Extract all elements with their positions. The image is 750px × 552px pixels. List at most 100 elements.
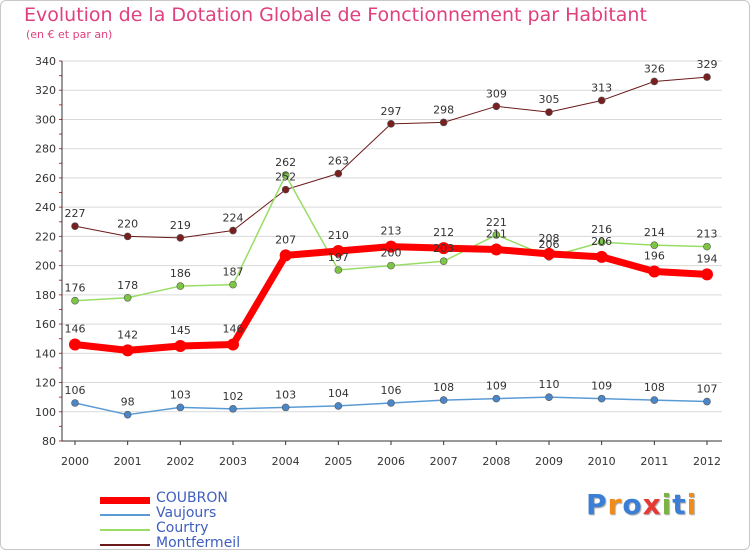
data-label-coubron: 210 (328, 229, 349, 242)
data-point-montfermeil (703, 73, 711, 81)
data-point-coubron (332, 245, 345, 257)
data-point-vaujours (334, 402, 343, 410)
data-label-coubron: 146 (223, 323, 244, 336)
y-tick-label: 140 (35, 347, 56, 360)
x-tick-label: 2004 (272, 455, 300, 468)
data-point-vaujours (545, 393, 553, 401)
data-label-coubron: 142 (117, 328, 138, 341)
data-point-montfermeil (123, 232, 132, 241)
data-label-montfermeil: 309 (486, 87, 507, 100)
data-label-coubron: 208 (539, 232, 560, 245)
data-label-montfermeil: 298 (433, 103, 454, 116)
proxiti-logo: Proxiti (586, 488, 697, 521)
data-point-courtry (229, 280, 237, 289)
data-label-coubron: 206 (591, 235, 612, 248)
x-tick-label: 2005 (324, 455, 352, 468)
y-tick-label: 160 (35, 318, 56, 331)
legend-label: Montfermeil (156, 535, 241, 551)
data-label-courtry: 206 (539, 238, 560, 251)
data-point-vaujours (597, 394, 606, 403)
data-label-montfermeil: 305 (539, 93, 560, 106)
data-point-coubron (279, 249, 292, 262)
data-label-vaujours: 103 (170, 388, 191, 401)
data-label-coubron: 213 (381, 225, 402, 238)
x-tick-label: 2000 (61, 455, 89, 468)
legend-label: Courtry (156, 520, 209, 536)
data-label-courtry: 203 (433, 242, 454, 255)
data-label-courtry: 200 (381, 247, 402, 260)
data-label-courtry: 221 (486, 216, 507, 229)
data-label-vaujours: 106 (381, 384, 402, 397)
data-point-courtry (387, 261, 395, 270)
data-point-courtry (176, 282, 185, 290)
data-label-montfermeil: 227 (65, 207, 86, 220)
data-point-coubron (490, 243, 503, 256)
data-point-coubron (437, 242, 450, 255)
data-label-coubron: 207 (275, 233, 296, 246)
chart-title: Evolution de la Dotation Globale de Fonc… (24, 4, 647, 26)
data-point-coubron (121, 344, 134, 357)
data-point-vaujours (281, 403, 290, 412)
data-labels: 227 220 219 224 252 263 297 298 309 305 313 326 329 1… (65, 58, 718, 409)
logo-letter: i (686, 488, 698, 521)
data-label-courtry: 216 (591, 223, 612, 236)
legend-swatch (100, 544, 150, 546)
logo-letter: t (672, 488, 687, 521)
data-point-vaujours (703, 397, 711, 406)
x-tick-label: 2009 (535, 455, 563, 468)
logo-letter: P (586, 488, 608, 521)
data-point-courtry (650, 241, 659, 249)
y-tick-label: 80 (42, 435, 56, 448)
data-label-vaujours: 108 (433, 381, 454, 394)
y-tick-label: 300 (35, 113, 56, 126)
data-point-coubron (701, 268, 713, 281)
legend-label: Vaujours (156, 505, 217, 521)
data-point-vaujours (123, 410, 132, 419)
data-label-courtry: 186 (170, 267, 191, 280)
data-point-courtry (703, 242, 711, 251)
series-lines (69, 73, 713, 419)
data-point-courtry (492, 231, 501, 239)
y-tick-label: 340 (35, 55, 56, 68)
data-label-coubron: 145 (170, 324, 191, 337)
x-tick-label: 2008 (482, 455, 510, 468)
data-label-montfermeil: 313 (591, 81, 612, 94)
data-label-montfermeil: 224 (223, 212, 244, 225)
y-tick-label: 260 (35, 172, 56, 185)
data-label-courtry: 178 (117, 279, 138, 292)
data-label-vaujours: 98 (121, 396, 135, 409)
data-point-montfermeil (176, 234, 185, 242)
data-label-vaujours: 108 (644, 381, 665, 394)
data-point-vaujours (439, 396, 448, 404)
data-label-vaujours: 102 (223, 390, 244, 403)
data-label-courtry: 213 (697, 228, 718, 241)
data-point-coubron (543, 247, 555, 260)
data-point-montfermeil (71, 222, 79, 230)
data-label-vaujours: 104 (328, 387, 349, 400)
x-tick-label: 2012 (693, 455, 721, 468)
data-point-montfermeil (545, 108, 553, 116)
data-point-courtry (334, 266, 343, 274)
x-tick-label: 2010 (588, 455, 616, 468)
data-point-vaujours (650, 396, 659, 404)
x-tick-label: 2002 (166, 455, 194, 468)
chart-subtitle: (en € et par an) (26, 28, 113, 41)
logo-letter: o (622, 488, 643, 521)
data-label-montfermeil: 326 (644, 62, 665, 75)
logo-letter: i (661, 488, 673, 521)
data-point-courtry (71, 296, 79, 305)
data-point-coubron (648, 265, 661, 278)
data-label-vaujours: 110 (539, 378, 560, 391)
data-label-vaujours: 109 (591, 380, 612, 393)
data-point-coubron (385, 240, 397, 253)
data-label-vaujours: 107 (697, 383, 718, 396)
data-label-coubron: 212 (433, 226, 454, 239)
data-label-courtry: 262 (275, 156, 296, 169)
data-label-courtry: 187 (223, 266, 244, 279)
data-point-montfermeil (387, 120, 395, 128)
data-point-coubron (595, 250, 608, 263)
logo-letter: r (607, 488, 623, 521)
y-tick-label: 180 (35, 289, 56, 302)
data-point-coubron (69, 338, 81, 351)
